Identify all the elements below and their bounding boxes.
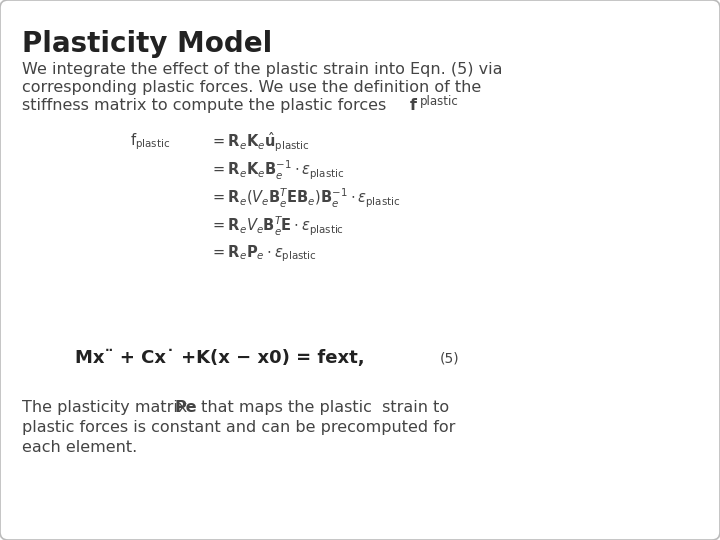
Text: that maps the plastic  strain to: that maps the plastic strain to	[196, 400, 449, 415]
Text: f: f	[410, 98, 417, 113]
Text: $= \mathbf{R}_e\mathbf{K}_e\hat{\mathbf{u}}_{\mathsf{plastic}}$: $= \mathbf{R}_e\mathbf{K}_e\hat{\mathbf{…	[210, 130, 310, 154]
Text: (5): (5)	[440, 351, 459, 365]
Text: $= \mathbf{R}_eV_e\mathbf{B}_e^T\mathbf{E} \cdot \epsilon_{\mathsf{plastic}}$: $= \mathbf{R}_eV_e\mathbf{B}_e^T\mathbf{…	[210, 214, 344, 238]
Text: Pe: Pe	[175, 400, 197, 415]
Text: $= \mathbf{R}_e(V_e\mathbf{B}_e^T\mathbf{E}\mathbf{B}_e)\mathbf{B}_e^{-1} \cdot : $= \mathbf{R}_e(V_e\mathbf{B}_e^T\mathbf…	[210, 186, 400, 210]
Text: plastic: plastic	[420, 95, 459, 108]
Text: each element.: each element.	[22, 440, 138, 455]
Text: The plasticity matrix: The plasticity matrix	[22, 400, 192, 415]
Text: $\mathsf{f}_{\mathsf{plastic}}$: $\mathsf{f}_{\mathsf{plastic}}$	[130, 132, 170, 152]
Text: plastic forces is constant and can be precomputed for: plastic forces is constant and can be pr…	[22, 420, 455, 435]
Text: $= \mathbf{R}_e\mathbf{K}_e\mathbf{B}_e^{-1} \cdot \epsilon_{\mathsf{plastic}}$: $= \mathbf{R}_e\mathbf{K}_e\mathbf{B}_e^…	[210, 158, 344, 181]
Text: corresponding plastic forces. We use the definition of the: corresponding plastic forces. We use the…	[22, 80, 481, 95]
Text: Plasticity Model: Plasticity Model	[22, 30, 272, 58]
Text: $= \mathbf{R}_e\mathbf{P}_e \cdot \epsilon_{\mathsf{plastic}}$: $= \mathbf{R}_e\mathbf{P}_e \cdot \epsil…	[210, 244, 317, 264]
Text: stiffness matrix to compute the plastic forces: stiffness matrix to compute the plastic …	[22, 98, 392, 113]
Text: Mx¨ + Cx˙ +K(x − x0) = fext,: Mx¨ + Cx˙ +K(x − x0) = fext,	[75, 349, 364, 367]
Text: We integrate the effect of the plastic strain into Eqn. (5) via: We integrate the effect of the plastic s…	[22, 62, 503, 77]
